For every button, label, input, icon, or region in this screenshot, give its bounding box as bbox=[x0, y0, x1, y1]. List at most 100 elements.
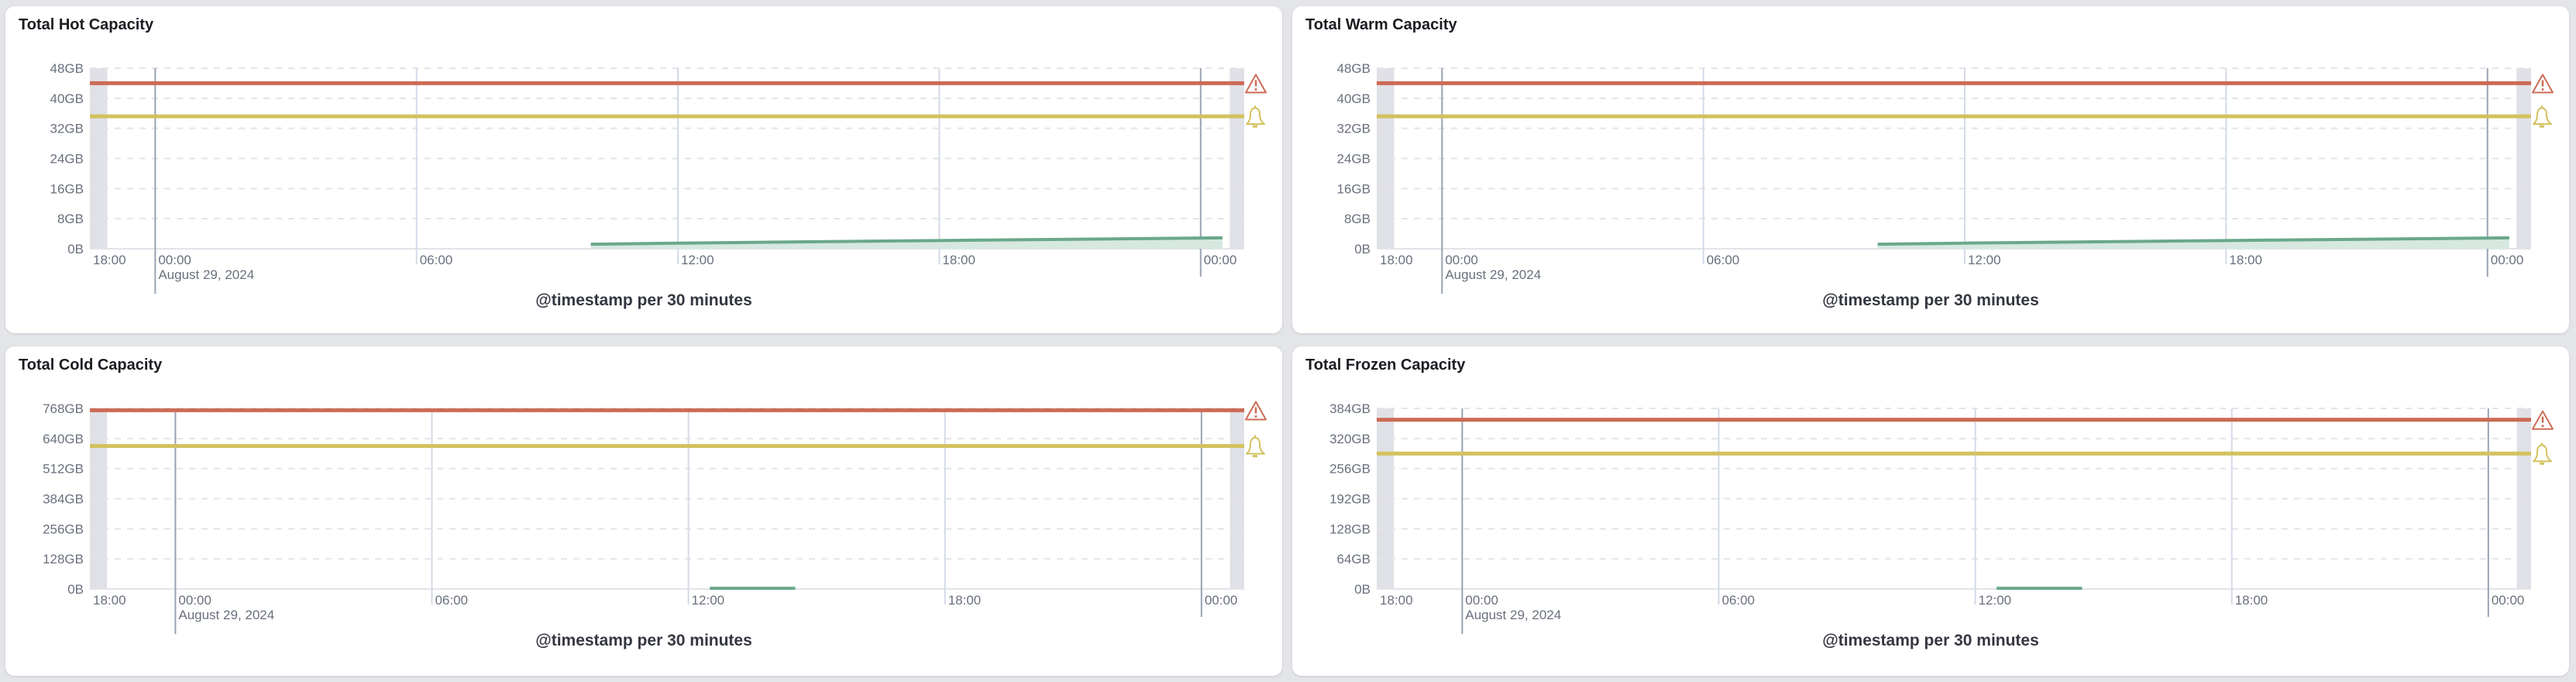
x-tick-label: 12:00 bbox=[681, 253, 714, 267]
x-tick-label: 18:00 bbox=[1380, 593, 1413, 608]
x-axis-title: @timestamp per 30 minutes bbox=[1822, 632, 2039, 649]
y-tick-label: 8GB bbox=[57, 212, 84, 226]
bell-body bbox=[1246, 107, 1265, 126]
panel-frozen-capacity: Total Frozen Capacity 0B 64GB 128GB 192GB 25… bbox=[1292, 346, 2569, 676]
series-line bbox=[1877, 236, 2509, 246]
panel-warm-capacity: Total Warm Capacity 0B 8GB 16GB 24GB 32GB 40G… bbox=[1292, 6, 2569, 333]
triangle-shape bbox=[2532, 74, 2554, 94]
bell-icon bbox=[2533, 105, 2552, 128]
panel-cold-capacity: Total Cold Capacity 0B 128GB 256GB 384GB 512… bbox=[5, 346, 1282, 676]
y-tick-label: 48GB bbox=[50, 61, 84, 76]
alert-triangle-icon bbox=[1245, 401, 1267, 421]
chart-frozen-capacity[interactable]: 0B 64GB 128GB 192GB 256GB 320GB 384GB 18:00 00:0… bbox=[1292, 346, 2569, 676]
y-tick-label: 0B bbox=[1354, 242, 1371, 257]
y-tick-label: 32GB bbox=[50, 122, 84, 136]
y-tick-label: 40GB bbox=[50, 91, 84, 106]
x-tick-label: 18:00 bbox=[2235, 593, 2268, 608]
x-tick-label: 06:00 bbox=[420, 253, 453, 267]
x-tick-label: 06:00 bbox=[435, 593, 468, 608]
exclamation-dot bbox=[1254, 415, 1257, 418]
bell-body bbox=[2533, 107, 2552, 126]
x-tick-label: 18:00 bbox=[942, 253, 975, 267]
y-tick-label: 256GB bbox=[43, 522, 84, 536]
y-tick-label: 24GB bbox=[50, 152, 84, 167]
x-tick-label: 00:00 bbox=[1205, 593, 1238, 608]
panel-title: Total Frozen Capacity bbox=[1305, 356, 1466, 374]
exclamation-dot bbox=[2541, 88, 2544, 91]
out-of-range-band bbox=[1230, 68, 1244, 249]
y-tick-label: 768GB bbox=[43, 401, 84, 416]
y-tick-label: 320GB bbox=[1329, 432, 1371, 446]
y-tick-label: 0B bbox=[1354, 582, 1371, 597]
exclamation-dot bbox=[1254, 88, 1257, 91]
y-tick-label: 0B bbox=[67, 242, 84, 257]
x-tick-label: 12:00 bbox=[692, 593, 725, 608]
out-of-range-band bbox=[2516, 68, 2531, 249]
y-tick-label: 384GB bbox=[1329, 401, 1371, 416]
x-tick-label: 06:00 bbox=[1707, 253, 1740, 267]
y-tick-label: 640GB bbox=[43, 432, 84, 446]
exclamation-dot bbox=[2541, 425, 2544, 428]
bell-icon bbox=[2533, 443, 2552, 465]
y-tick-label: 0B bbox=[67, 582, 84, 597]
bell-icon bbox=[1246, 435, 1265, 458]
triangle-shape bbox=[1245, 401, 1267, 421]
y-tick-label: 64GB bbox=[1337, 552, 1371, 567]
panel-title: Total Hot Capacity bbox=[19, 16, 154, 33]
alert-triangle-icon bbox=[2532, 74, 2554, 94]
panel-title: Total Cold Capacity bbox=[19, 356, 163, 374]
y-tick-label: 384GB bbox=[43, 492, 84, 507]
x-tick-sublabel: August 29, 2024 bbox=[158, 267, 254, 282]
x-axis-title: @timestamp per 30 minutes bbox=[535, 291, 752, 309]
x-tick-label: 00:00 bbox=[1204, 253, 1237, 267]
y-tick-label: 32GB bbox=[1337, 122, 1371, 136]
y-tick-label: 16GB bbox=[1337, 181, 1371, 196]
bell-body bbox=[2533, 444, 2552, 463]
panel-title: Total Warm Capacity bbox=[1305, 16, 1457, 33]
out-of-range-band bbox=[1230, 408, 1244, 589]
x-axis-title: @timestamp per 30 minutes bbox=[535, 632, 752, 649]
y-tick-label: 40GB bbox=[1337, 91, 1371, 106]
out-of-range-band bbox=[90, 68, 108, 249]
panel-hot-capacity: Total Hot Capacity 0B 8GB 16GB 24GB 32GB 40GB… bbox=[5, 6, 1282, 333]
x-tick-label: 18:00 bbox=[93, 253, 126, 267]
y-tick-label: 48GB bbox=[1337, 61, 1371, 76]
y-tick-label: 24GB bbox=[1337, 152, 1371, 167]
bell-icon bbox=[1246, 105, 1265, 128]
x-tick-label: 12:00 bbox=[1968, 253, 2001, 267]
out-of-range-band bbox=[1377, 68, 1395, 249]
x-tick-label: 00:00 bbox=[2492, 593, 2525, 608]
y-tick-label: 8GB bbox=[1344, 212, 1371, 226]
alert-triangle-icon bbox=[1245, 74, 1267, 94]
x-tick-label: 18:00 bbox=[93, 593, 126, 608]
series-line bbox=[590, 236, 1223, 246]
x-tick-label: 00:00 bbox=[2491, 253, 2524, 267]
y-tick-label: 512GB bbox=[43, 462, 84, 477]
x-tick-label: 00:00 bbox=[158, 253, 191, 267]
x-axis-title: @timestamp per 30 minutes bbox=[1822, 291, 2039, 309]
chart-cold-capacity[interactable]: 0B 128GB 256GB 384GB 512GB 640GB 768GB 18:00 00:… bbox=[5, 346, 1282, 676]
x-tick-label: 06:00 bbox=[1721, 593, 1755, 608]
x-tick-label: 00:00 bbox=[1445, 253, 1478, 267]
x-tick-label: 12:00 bbox=[1979, 593, 2012, 608]
x-tick-label: 18:00 bbox=[1380, 253, 1413, 267]
y-tick-label: 256GB bbox=[1329, 462, 1371, 477]
out-of-range-band bbox=[90, 408, 108, 589]
x-tick-sublabel: August 29, 2024 bbox=[1445, 267, 1541, 282]
y-tick-label: 128GB bbox=[43, 552, 84, 567]
y-tick-label: 128GB bbox=[1329, 522, 1371, 536]
x-tick-label: 18:00 bbox=[2229, 253, 2262, 267]
alert-triangle-icon bbox=[2532, 410, 2554, 430]
x-tick-sublabel: August 29, 2024 bbox=[1465, 608, 1561, 622]
triangle-shape bbox=[2532, 410, 2554, 430]
triangle-shape bbox=[1245, 74, 1267, 94]
x-tick-label: 18:00 bbox=[948, 593, 982, 608]
y-tick-label: 16GB bbox=[50, 181, 84, 196]
x-tick-label: 00:00 bbox=[178, 593, 212, 608]
x-tick-sublabel: August 29, 2024 bbox=[178, 608, 274, 622]
bell-body bbox=[1246, 436, 1265, 455]
y-tick-label: 192GB bbox=[1329, 492, 1371, 507]
x-tick-label: 00:00 bbox=[1465, 593, 1498, 608]
